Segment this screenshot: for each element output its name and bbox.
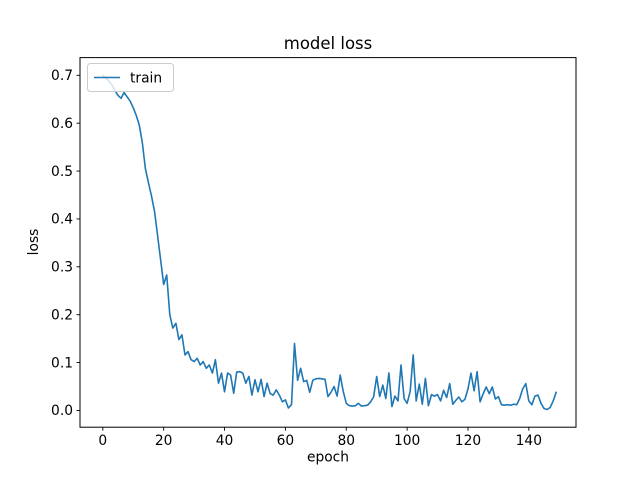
y-tick-label: 0.1: [51, 355, 73, 371]
chart-title: model loss: [284, 34, 373, 53]
x-axis-ticks: 0 20 40 60 80 100 120 140: [98, 427, 542, 449]
x-tick-label: 100: [394, 433, 420, 449]
y-tick-label: 0.0: [51, 403, 73, 419]
x-tick-label: 80: [337, 433, 355, 449]
y-tick-label: 0.3: [51, 260, 73, 276]
axes-frame: [79, 57, 577, 428]
y-tick-label: 0.5: [51, 164, 73, 180]
y-tick-label: 0.6: [51, 116, 73, 132]
x-axis-label: epoch: [307, 450, 349, 466]
y-tick-label: 0.4: [51, 212, 73, 228]
plot-area: [80, 57, 576, 428]
y-axis-label: loss: [26, 229, 42, 256]
x-tick-label: 0: [98, 433, 107, 449]
x-tick-label: 20: [155, 433, 173, 449]
y-tick-label: 0.7: [51, 68, 73, 84]
y-axis-ticks: 0.0 0.1 0.2 0.3 0.4 0.5 0.6 0.7: [51, 68, 80, 419]
x-tick-label: 40: [216, 433, 234, 449]
legend-label-train: train: [130, 70, 162, 86]
train-loss-line: [102, 74, 557, 411]
legend-box: [87, 63, 174, 92]
x-tick-label: 120: [455, 433, 481, 449]
x-tick-label: 140: [516, 433, 542, 449]
x-tick-label: 60: [277, 433, 295, 449]
legend: train: [87, 63, 174, 92]
y-tick-label: 0.2: [51, 307, 73, 323]
